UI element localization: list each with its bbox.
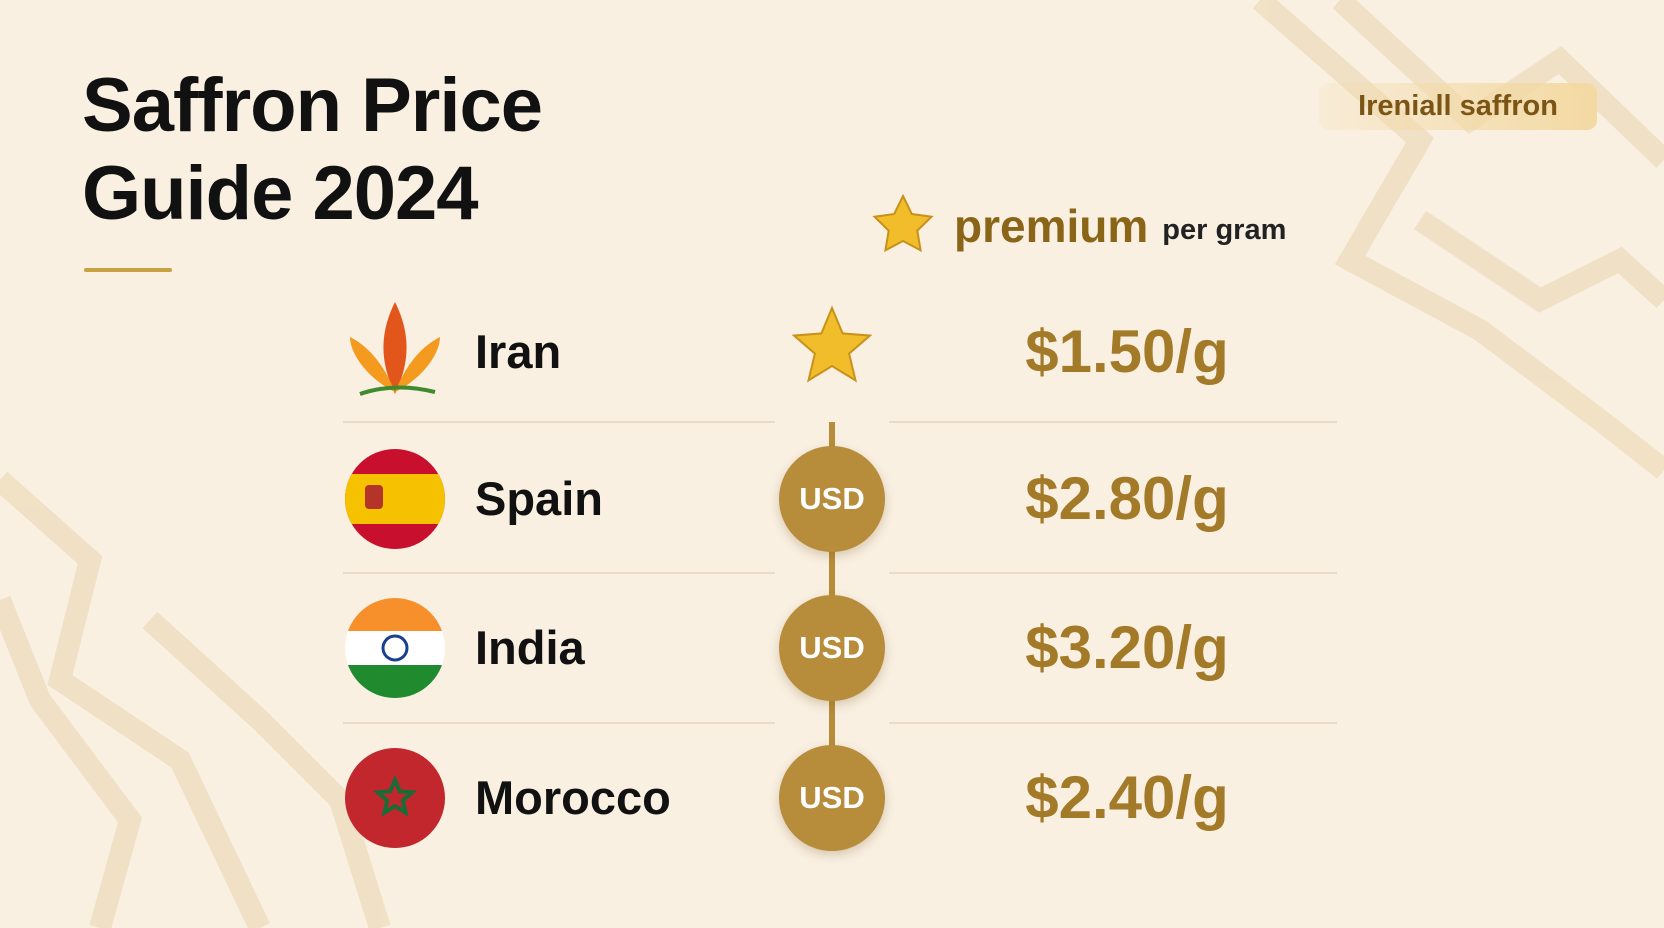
badge: Ireniall saffron (1319, 83, 1597, 130)
legend: premium per gram (870, 193, 1287, 256)
price: $3.20/g (1025, 614, 1229, 681)
legend-unit: per gram (1162, 213, 1287, 246)
flag (345, 748, 445, 848)
country: India (475, 621, 585, 674)
flag (350, 302, 440, 396)
price: $1.50/g (1025, 318, 1229, 385)
title: Saffron Price Guide 2024 (82, 63, 543, 236)
premium-star (791, 305, 873, 383)
legend-star (872, 193, 934, 253)
flag (345, 598, 445, 698)
flag (345, 449, 445, 549)
legend-label: premium (954, 200, 1149, 252)
price: $2.40/g (1025, 764, 1229, 831)
title-rule (84, 268, 172, 272)
currency-badge: USD (779, 595, 885, 701)
country: Morocco (475, 771, 671, 824)
price: $2.80/g (1025, 465, 1229, 532)
country: Spain (475, 472, 603, 525)
country: Iran (475, 325, 562, 378)
currency-badge: USD (779, 745, 885, 851)
currency-badge: USD (779, 446, 885, 552)
